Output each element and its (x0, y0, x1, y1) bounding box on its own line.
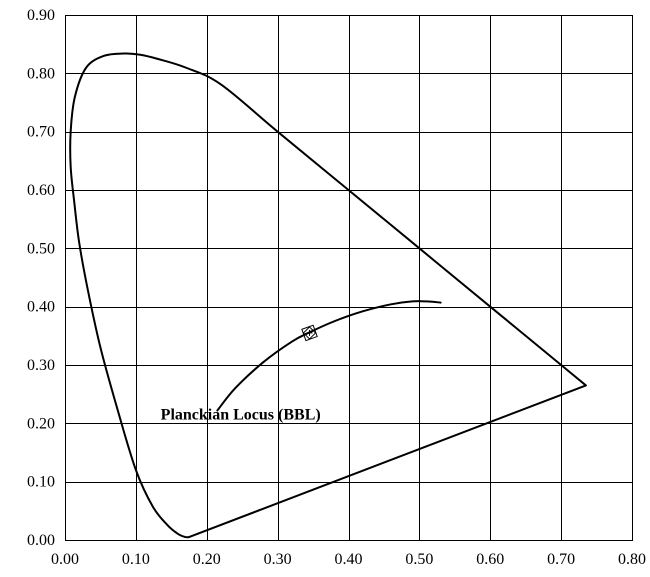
y-tick-label: 0.80 (27, 65, 55, 82)
planckian-locus-curve (216, 300, 442, 412)
x-axis-tick-labels: 0.00 0.10 0.20 0.30 0.40 0.50 0.60 0.70 0.80 (51, 551, 646, 568)
annotations: Planckian Locus (BBL) (161, 407, 321, 424)
x-tick-label: 0.70 (547, 551, 575, 568)
x-tick-label: 0.30 (264, 551, 292, 568)
x-tick-label: 0.10 (122, 551, 150, 568)
x-tick-label: 0.60 (476, 551, 504, 568)
y-tick-label: 0.60 (27, 182, 55, 199)
target-point-marker (301, 324, 318, 342)
y-tick-label: 0.50 (27, 240, 55, 257)
y-axis-tick-labels: 0.00 0.10 0.20 0.30 0.40 0.50 0.60 0.70 0.80 0.90 (27, 7, 55, 549)
x-tick-label: 0.50 (405, 551, 433, 568)
spectral-locus-curve (69, 52, 587, 539)
planckian-locus-label: Planckian Locus (BBL) (161, 407, 321, 424)
x-tick-label: 0.20 (193, 551, 221, 568)
y-tick-label: 0.00 (27, 532, 55, 549)
y-tick-label: 0.40 (27, 299, 55, 316)
x-tick-label: 0.80 (618, 551, 646, 568)
plot-frame (65, 15, 633, 541)
y-tick-label: 0.70 (27, 124, 55, 141)
x-tick-label: 0.00 (51, 551, 79, 568)
y-tick-label: 0.30 (27, 357, 55, 374)
x-tick-label: 0.40 (335, 551, 363, 568)
markers (301, 324, 318, 342)
y-tick-label: 0.90 (27, 7, 55, 24)
curves (69, 52, 587, 539)
grid (65, 15, 633, 541)
y-tick-label: 0.10 (27, 474, 55, 491)
y-tick-label: 0.20 (27, 415, 55, 432)
